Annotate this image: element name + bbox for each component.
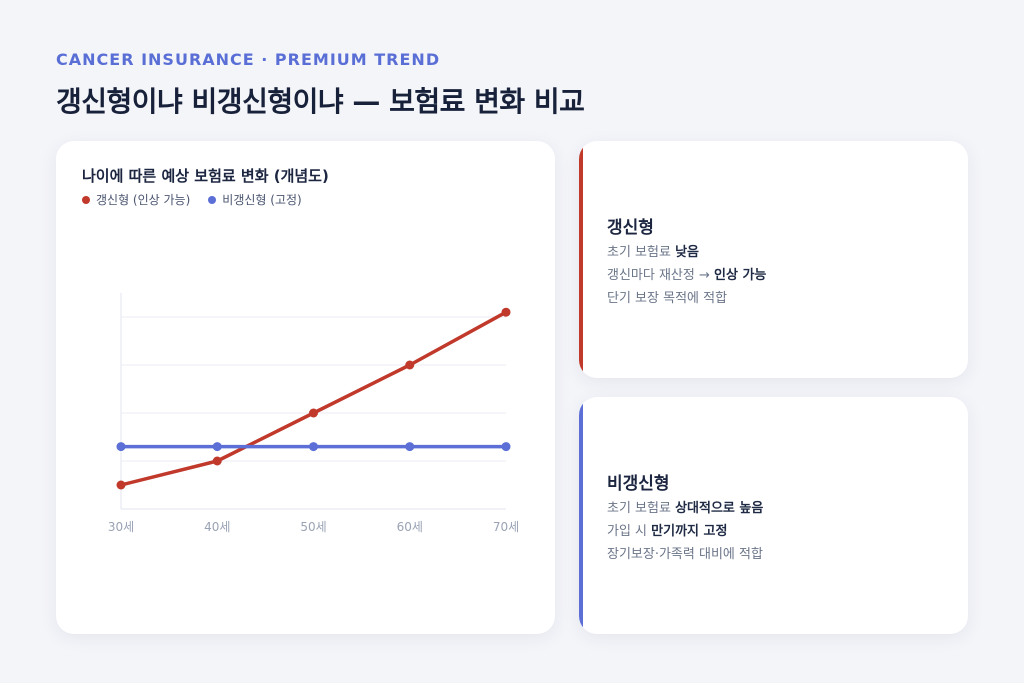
renewable-line-2: 갱신마다 재산정 → 인상 가능: [607, 268, 767, 283]
nonrenewable-line-3: 장기보장·가족력 대비에 적합: [607, 547, 763, 562]
series-1-point: [309, 408, 318, 418]
series-line-1: [119, 310, 508, 487]
nonrenewable-line-2: 가입 시 만기까지 고정: [607, 524, 728, 539]
chart-title: 나이에 따른 예상 보험료 변화 (개념도): [82, 167, 329, 185]
nonrenewable-card: 비갱신형 초기 보험료 상대적으로 높음 가입 시 만기까지 고정 장기보장·가…: [579, 397, 968, 634]
page-title: 갱신형이냐 비갱신형이냐 — 보험료 변화 비교: [56, 85, 585, 118]
series-1-point: [405, 360, 415, 370]
renewable-card-lines: 초기 보험료 낮음 갱신마다 재산정 → 인상 가능 단기 보장 목적에 적합: [607, 241, 766, 310]
legend-dot-renewable: [82, 195, 90, 204]
series-1-point: [501, 307, 511, 317]
nonrenewable-line-1: 초기 보험료 상대적으로 높음: [607, 501, 764, 516]
nonrenewable-accent-bar: [579, 397, 583, 634]
series-2-point: [405, 442, 415, 452]
x-tick-label: 30세: [108, 520, 134, 534]
eyebrow-label: CANCER INSURANCE · PREMIUM TREND: [56, 50, 441, 69]
nonrenewable-card-lines: 초기 보험료 상대적으로 높음 가입 시 만기까지 고정 장기보장·가족력 대비…: [607, 497, 763, 566]
x-tick-label: 60세: [397, 520, 423, 534]
x-tick-label: 40세: [204, 520, 230, 534]
series-1-point: [116, 480, 126, 490]
renewable-card: 갱신형 초기 보험료 낮음 갱신마다 재산정 → 인상 가능 단기 보장 목적에…: [579, 141, 968, 378]
x-tick-label: 50세: [300, 520, 326, 534]
renewable-accent-bar: [579, 141, 583, 378]
legend-item-renewable: 갱신형 (인상 가능): [82, 191, 190, 208]
legend-dot-nonrenewable: [208, 195, 217, 204]
legend-label-renewable: 갱신형 (인상 가능): [96, 193, 191, 207]
chart-card: 나이에 따른 예상 보험료 변화 (개념도) 갱신형 (인상 가능) 비갱신형 …: [56, 141, 555, 634]
nonrenewable-card-title: 비갱신형: [607, 474, 670, 494]
chart-legend: 갱신형 (인상 가능) 비갱신형 (고정): [82, 191, 302, 208]
renewable-card-title: 갱신형: [607, 218, 654, 238]
series-2-point: [309, 442, 318, 452]
series-2-point: [501, 442, 511, 452]
renewable-line-1: 초기 보험료 낮음: [607, 245, 699, 260]
series-2-point: [116, 442, 126, 452]
premium-line-chart: 30세 40세 50세 60세 70세: [108, 293, 519, 534]
legend-item-nonrenewable: 비갱신형 (고정): [208, 191, 302, 208]
x-tick-label: 70세: [493, 520, 519, 534]
series-2-point: [212, 442, 222, 452]
legend-label-nonrenewable: 비갱신형 (고정): [222, 193, 302, 207]
series-1-point: [212, 456, 222, 466]
renewable-line-3: 단기 보장 목적에 적합: [607, 291, 728, 306]
